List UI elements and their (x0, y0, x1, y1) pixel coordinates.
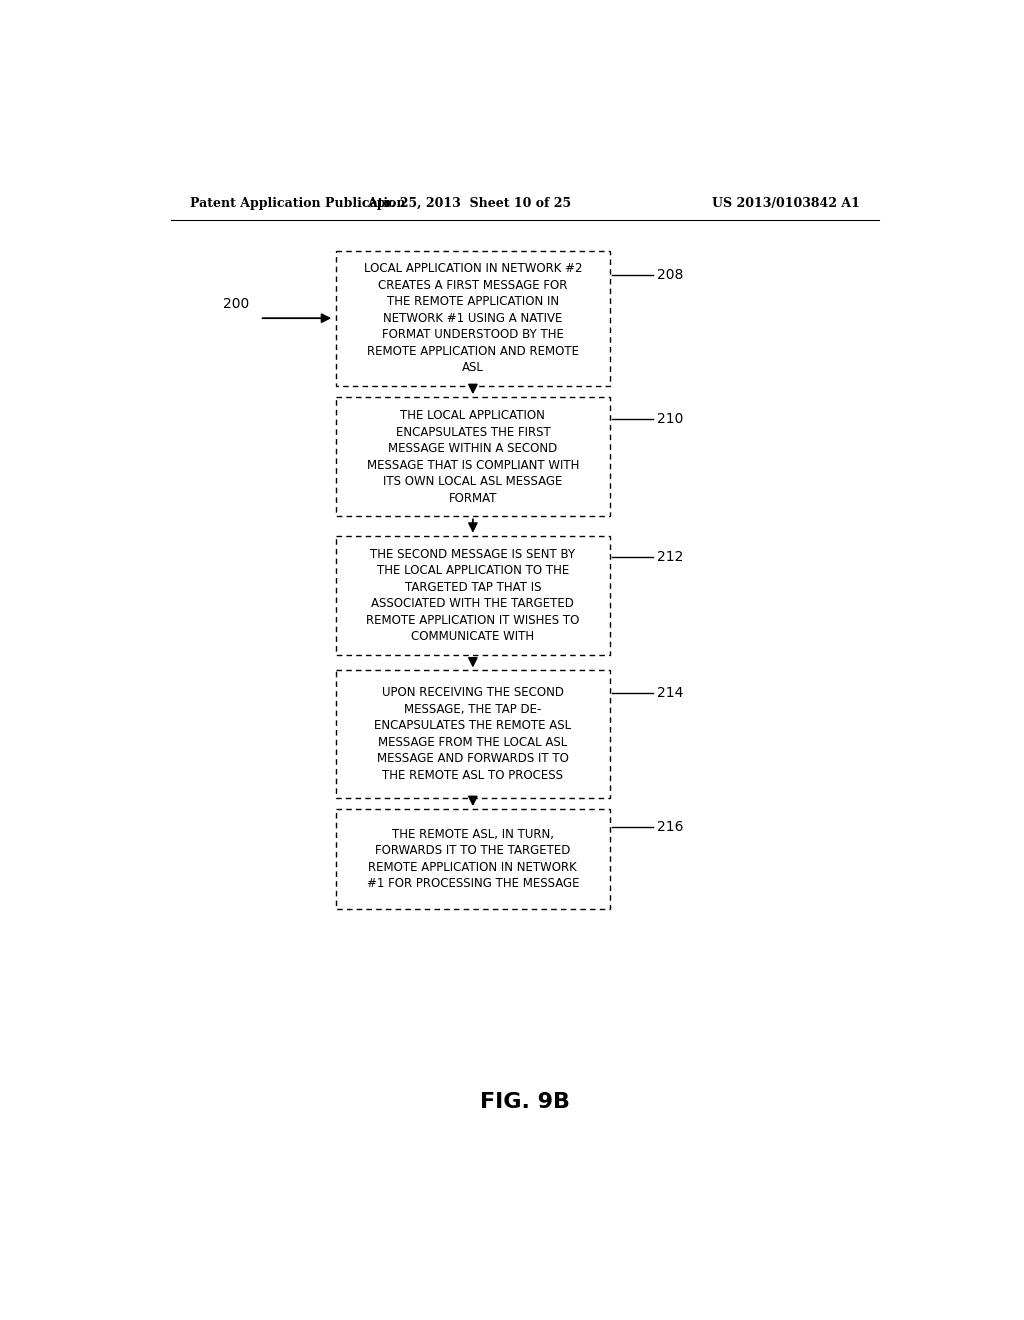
Text: 200: 200 (223, 297, 250, 312)
Text: UPON RECEIVING THE SECOND
MESSAGE, THE TAP DE-
ENCAPSULATES THE REMOTE ASL
MESSA: UPON RECEIVING THE SECOND MESSAGE, THE T… (375, 686, 571, 781)
Text: THE SECOND MESSAGE IS SENT BY
THE LOCAL APPLICATION TO THE
TARGETED TAP THAT IS
: THE SECOND MESSAGE IS SENT BY THE LOCAL … (367, 548, 580, 643)
Bar (336, 671, 610, 797)
Text: Apr. 25, 2013  Sheet 10 of 25: Apr. 25, 2013 Sheet 10 of 25 (368, 197, 571, 210)
Text: 214: 214 (656, 686, 683, 701)
Text: US 2013/0103842 A1: US 2013/0103842 A1 (712, 197, 859, 210)
Bar (336, 397, 610, 516)
Text: 212: 212 (656, 550, 683, 564)
Bar (336, 251, 610, 385)
Text: THE REMOTE ASL, IN TURN,
FORWARDS IT TO THE TARGETED
REMOTE APPLICATION IN NETWO: THE REMOTE ASL, IN TURN, FORWARDS IT TO … (367, 828, 580, 891)
Bar (336, 536, 610, 655)
Text: 208: 208 (656, 268, 683, 282)
Text: FIG. 9B: FIG. 9B (480, 1092, 569, 1111)
Text: Patent Application Publication: Patent Application Publication (190, 197, 406, 210)
Text: LOCAL APPLICATION IN NETWORK #2
CREATES A FIRST MESSAGE FOR
THE REMOTE APPLICATI: LOCAL APPLICATION IN NETWORK #2 CREATES … (364, 263, 582, 374)
Text: 210: 210 (656, 412, 683, 425)
Text: 216: 216 (656, 820, 683, 834)
Text: THE LOCAL APPLICATION
ENCAPSULATES THE FIRST
MESSAGE WITHIN A SECOND
MESSAGE THA: THE LOCAL APPLICATION ENCAPSULATES THE F… (367, 409, 579, 504)
Bar (336, 809, 610, 909)
